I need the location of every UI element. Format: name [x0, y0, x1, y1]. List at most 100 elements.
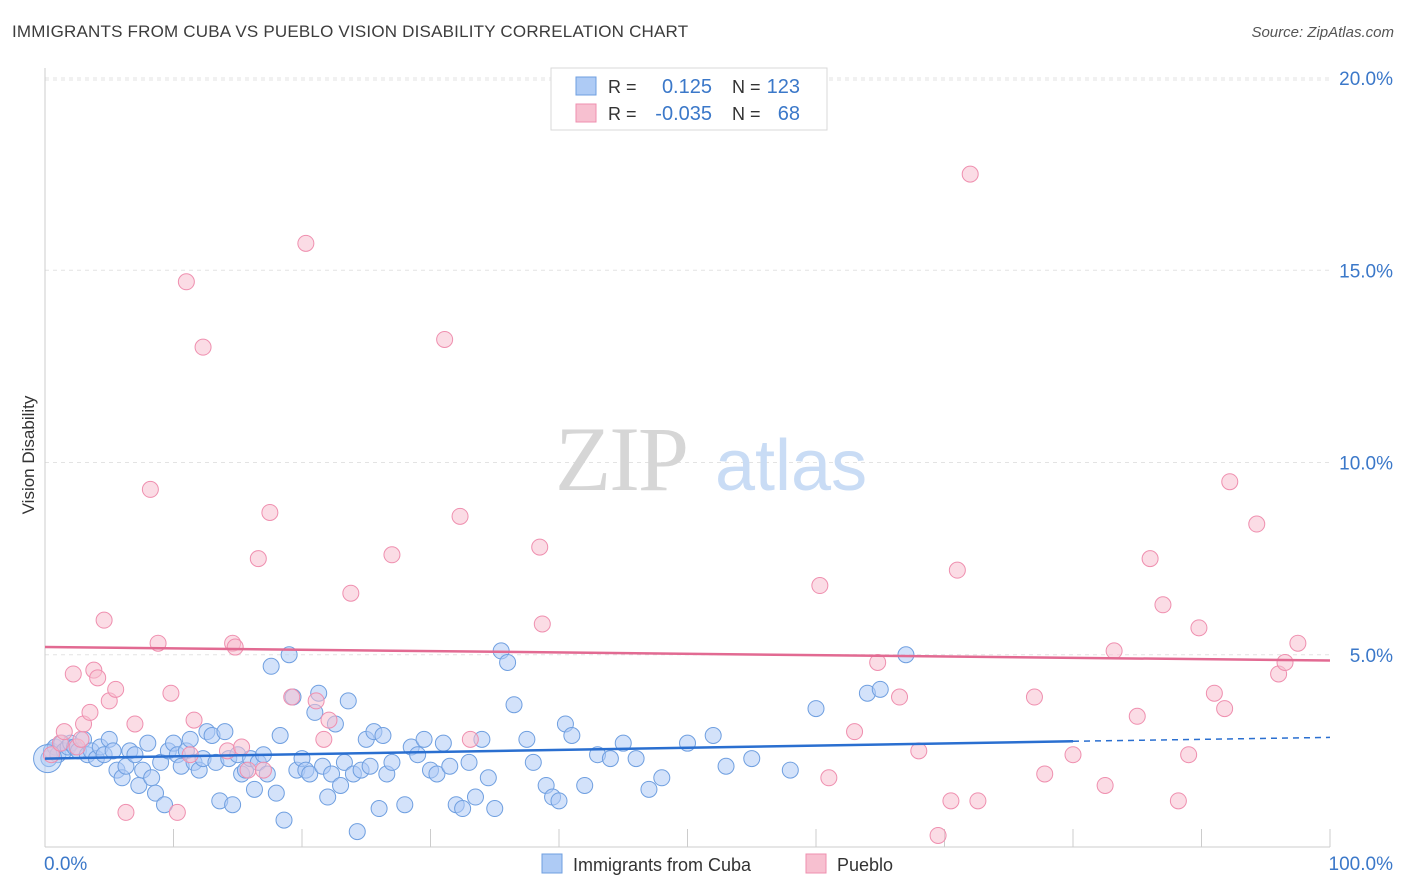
point-cuba-88	[428, 765, 446, 783]
point-cuba-29	[156, 796, 174, 814]
point-pueblo-40	[461, 730, 479, 748]
point-pueblo-34	[315, 730, 333, 748]
trend-lines	[44, 645, 1331, 760]
point-cuba-90	[441, 757, 459, 775]
trend-line-cuba-extension	[1072, 736, 1331, 743]
point-pueblo-36	[342, 584, 360, 602]
watermark-zip: ZIP	[555, 408, 687, 510]
point-cuba-68	[323, 765, 341, 783]
point-pueblo-3	[64, 665, 82, 683]
point-pueblo-38	[436, 330, 454, 348]
point-cuba-110	[601, 750, 619, 768]
point-pueblo-15	[141, 480, 159, 498]
point-pueblo-5	[72, 730, 90, 748]
point-cuba-97	[486, 800, 504, 818]
point-cuba-89	[434, 734, 452, 752]
x-tick-label-min: 0.0%	[44, 854, 87, 875]
legend-n-label-blue: N =	[732, 77, 761, 97]
point-cuba-72	[339, 692, 357, 710]
legend-r-label-blue: R =	[608, 77, 637, 97]
point-pueblo-9	[89, 669, 107, 687]
point-cuba-100	[505, 696, 523, 714]
legend-swatch-blue	[575, 76, 597, 96]
point-cuba-26	[143, 769, 161, 787]
point-pueblo-2	[55, 723, 73, 741]
bottom-legend-swatch-cuba	[541, 853, 563, 874]
point-pueblo-60	[1141, 550, 1159, 568]
trend-line-cuba	[44, 740, 1074, 760]
point-cuba-119	[781, 761, 799, 779]
correlation-legend: R = 0.125 N = 123 R = -0.035 N = 68	[550, 67, 828, 131]
point-cuba-82	[383, 753, 401, 771]
point-cuba-122	[871, 680, 889, 698]
point-cuba-120	[807, 700, 825, 718]
point-cuba-123	[897, 646, 915, 664]
point-cuba-27	[147, 784, 165, 802]
point-pueblo-25	[226, 638, 244, 656]
point-pueblo-51	[948, 561, 966, 579]
point-pueblo-7	[81, 703, 99, 721]
point-pueblo-53	[969, 792, 987, 810]
grid-lines	[45, 77, 1330, 656]
legend-r-label-pink: R =	[608, 104, 637, 124]
point-pueblo-31	[283, 688, 301, 706]
point-cuba-114	[653, 769, 671, 787]
point-pueblo-44	[820, 769, 838, 787]
source-label: Source: ZipAtlas.com	[1251, 24, 1394, 41]
point-pueblo-67	[1221, 473, 1239, 491]
legend-swatch-pink	[575, 103, 597, 123]
series-pueblo	[42, 165, 1307, 844]
point-cuba-17	[104, 742, 122, 760]
point-cuba-113	[640, 780, 658, 798]
point-cuba-92	[454, 800, 472, 818]
point-pueblo-37	[383, 546, 401, 564]
point-pueblo-68	[1248, 515, 1266, 533]
point-cuba-101	[518, 730, 536, 748]
legend-r-value-blue: 0.125	[662, 76, 712, 98]
point-cuba-80	[374, 726, 392, 744]
y-tick-label-20: 20.0%	[1339, 69, 1393, 90]
point-pueblo-63	[1180, 746, 1198, 764]
point-pueblo-33	[307, 692, 325, 710]
y-tick-label-10: 10.0%	[1339, 454, 1393, 475]
point-cuba-22	[126, 746, 144, 764]
chart-title: IMMIGRANTS FROM CUBA VS PUEBLO VISION DI…	[12, 22, 689, 41]
point-pueblo-56	[1064, 746, 1082, 764]
point-pueblo-29	[254, 761, 272, 779]
point-cuba-57	[275, 811, 293, 829]
point-pueblo-39	[451, 507, 469, 525]
point-pueblo-59	[1128, 707, 1146, 725]
point-cuba-107	[563, 726, 581, 744]
point-cuba-116	[704, 726, 722, 744]
y-tick-label-5: 5.0%	[1350, 646, 1393, 667]
point-pueblo-65	[1205, 684, 1223, 702]
point-cuba-77	[361, 757, 379, 775]
point-pueblo-41	[531, 538, 549, 556]
series-legend: Immigrants from Cuba Pueblo	[541, 853, 893, 875]
point-pueblo-46	[869, 653, 887, 671]
point-pueblo-19	[177, 273, 195, 291]
point-cuba-93	[460, 753, 478, 771]
point-pueblo-27	[239, 761, 257, 779]
point-cuba-79	[370, 800, 388, 818]
point-cuba-25	[139, 734, 157, 752]
point-cuba-50	[245, 780, 263, 798]
point-pueblo-20	[181, 746, 199, 764]
trend-line-pueblo	[44, 645, 1331, 662]
point-pueblo-21	[185, 711, 203, 729]
point-cuba-105	[550, 792, 568, 810]
point-cuba-85	[409, 746, 427, 764]
point-cuba-35	[181, 730, 199, 748]
point-pueblo-30	[261, 503, 279, 521]
point-pueblo-26	[233, 738, 251, 756]
bottom-legend-label-cuba: Immigrants from Cuba	[573, 855, 752, 875]
point-cuba-70	[332, 776, 350, 794]
point-pueblo-71	[1289, 634, 1307, 652]
point-pueblo-57	[1096, 776, 1114, 794]
point-pueblo-52	[961, 165, 979, 183]
point-cuba-94	[466, 788, 484, 806]
point-pueblo-62	[1169, 792, 1187, 810]
point-cuba-86	[415, 730, 433, 748]
point-pueblo-45	[846, 723, 864, 741]
